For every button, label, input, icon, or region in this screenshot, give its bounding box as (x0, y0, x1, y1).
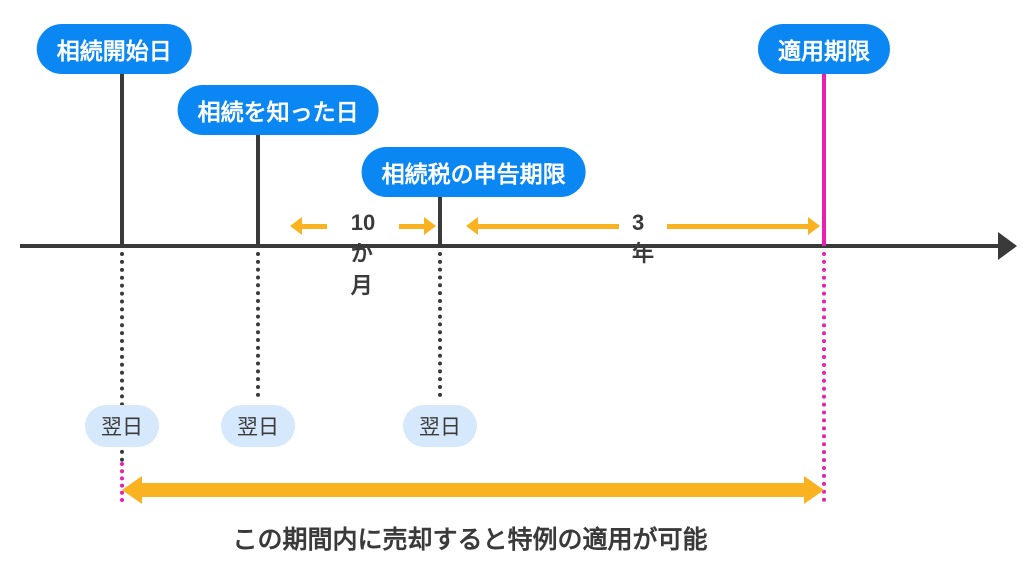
event-tick-limit (822, 74, 826, 246)
event-label-known: 相続を知った日 (178, 85, 379, 135)
interval-label: 3 年 (632, 210, 654, 268)
event-tick-known (256, 135, 260, 246)
timeline-axis (20, 244, 1000, 248)
applicable-period-arrow-right (804, 476, 824, 504)
next-day-pill-1: 翌日 (221, 405, 295, 447)
event-label-deadline: 相続税の申告期限 (362, 147, 586, 197)
event-label-limit: 適用期限 (758, 24, 890, 74)
event-tick-deadline (438, 197, 442, 246)
bottom-caption: この期間内に売却すると特例の適用が可能 (232, 520, 707, 556)
event-label-start: 相続開始日 (37, 24, 192, 74)
event-tick-start (120, 74, 124, 246)
dotted-line-2 (438, 252, 442, 397)
dotted-line-4 (822, 252, 826, 502)
interval-label: 10 か月 (351, 210, 375, 300)
timeline-axis-arrowhead (998, 232, 1017, 260)
next-day-pill-0: 翌日 (85, 405, 159, 447)
dotted-line-1 (256, 252, 260, 397)
next-day-pill-2: 翌日 (403, 405, 477, 447)
applicable-period-arrow-left (122, 476, 142, 504)
applicable-period-bar (142, 483, 804, 497)
